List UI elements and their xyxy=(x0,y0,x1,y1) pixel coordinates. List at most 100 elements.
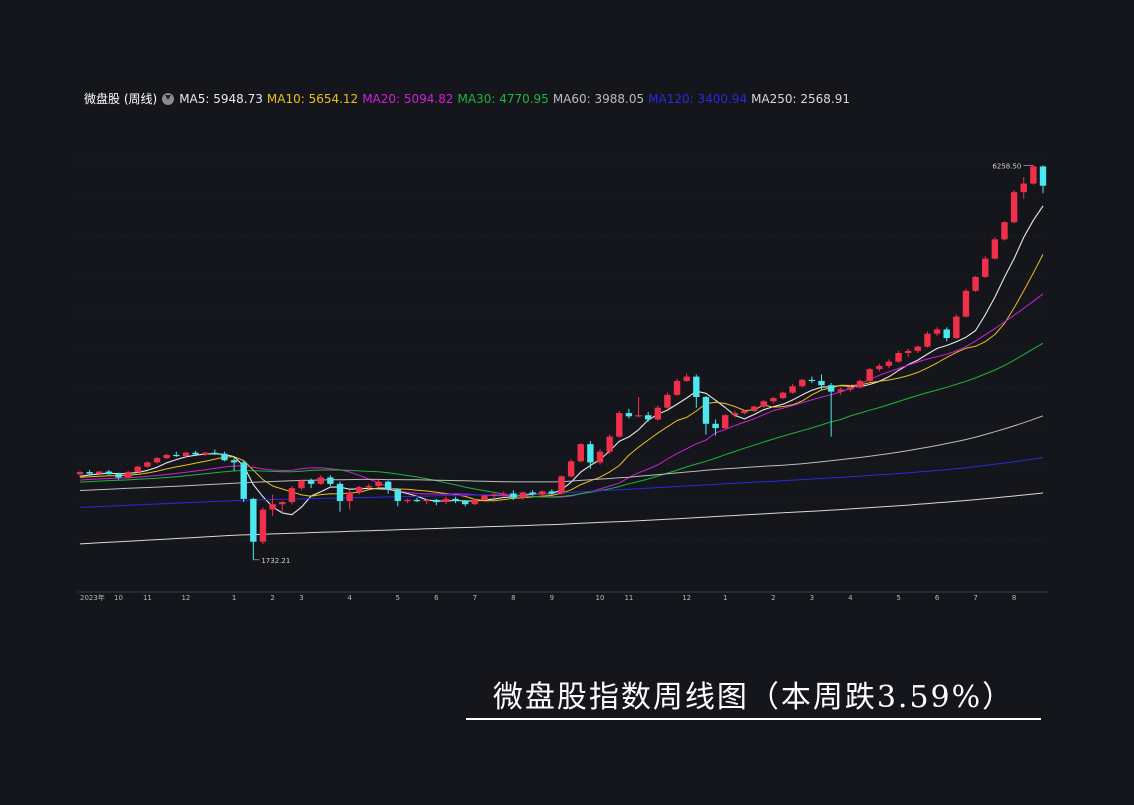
candle-body xyxy=(693,376,700,397)
candle-body xyxy=(741,410,748,414)
candle-up xyxy=(76,470,84,478)
candle-down xyxy=(115,472,122,480)
candle-up xyxy=(953,314,960,340)
candle-body xyxy=(1030,166,1037,184)
candle-body xyxy=(808,379,816,382)
candle-body xyxy=(134,466,141,473)
candle-down xyxy=(250,497,257,560)
candle-body xyxy=(827,385,835,392)
candle-body xyxy=(288,488,296,503)
candle-body xyxy=(211,452,219,454)
candle-up xyxy=(134,465,141,474)
candle-body xyxy=(279,502,286,505)
candle-down xyxy=(221,451,228,462)
x-tick-label: 9 xyxy=(550,594,554,602)
candle-up xyxy=(1010,190,1018,224)
candle-up xyxy=(201,451,209,456)
candle-up xyxy=(279,501,286,513)
candle-up xyxy=(365,483,373,490)
candle-body xyxy=(644,415,652,420)
candle-down xyxy=(105,469,113,475)
candle-down xyxy=(452,496,459,504)
chart-title: 微盘股 (周线) xyxy=(84,92,158,106)
candle-body xyxy=(529,492,536,495)
candle-up xyxy=(731,410,739,418)
candle-up xyxy=(96,470,103,476)
candle-body xyxy=(577,444,584,462)
candle-body xyxy=(856,380,864,388)
candle-body xyxy=(250,498,257,542)
candle-body xyxy=(712,423,719,429)
candle-body xyxy=(375,481,382,486)
chevron-down-circle-icon[interactable] xyxy=(162,92,175,105)
candle-body xyxy=(230,460,238,463)
candle-up xyxy=(933,327,941,336)
candle-body xyxy=(799,379,806,387)
candle-down xyxy=(240,460,247,503)
candle-body xyxy=(760,401,767,407)
candle-down xyxy=(712,419,719,436)
legend-item-ma120: MA120: 3400.94 xyxy=(648,91,748,106)
candle-up xyxy=(770,396,777,404)
candle-up xyxy=(866,368,873,382)
annotations: 6258.50 1732.21 xyxy=(253,162,1034,565)
candle-body xyxy=(336,483,344,501)
candle-body xyxy=(953,316,960,339)
candle-up xyxy=(722,414,729,430)
candle-body xyxy=(818,380,825,386)
candle-up xyxy=(914,345,922,354)
candle-up xyxy=(885,359,893,369)
candle-up xyxy=(144,461,151,468)
candle-down xyxy=(693,374,700,408)
candle-body xyxy=(876,365,883,370)
candle-down xyxy=(384,480,392,494)
candle-body xyxy=(866,369,873,381)
candle-body xyxy=(327,477,334,484)
candle-body xyxy=(904,350,912,354)
candle-body xyxy=(683,376,690,381)
candle-body xyxy=(452,498,459,501)
x-tick-label: 11 xyxy=(143,594,152,602)
candle-body xyxy=(298,480,305,489)
candle-down xyxy=(173,451,180,458)
candle-up xyxy=(991,237,999,260)
candle-up xyxy=(982,256,989,278)
candle-body xyxy=(539,491,546,495)
candle-up xyxy=(442,496,450,505)
candle-up xyxy=(1001,221,1008,241)
chart-legend: 微盘股 (周线) MA5: 5948.73 MA10: 5654.12 MA20: … xyxy=(84,90,854,107)
candle-body xyxy=(163,454,170,459)
candle-body xyxy=(664,394,671,408)
candle-down xyxy=(587,440,594,469)
x-tick-label: 4 xyxy=(347,594,352,602)
candle-body xyxy=(548,491,556,494)
candle-up xyxy=(895,350,902,363)
candle-down xyxy=(433,498,440,506)
candle-body xyxy=(616,413,623,437)
grid-lines xyxy=(78,159,1048,593)
candle-up xyxy=(972,275,979,292)
candle-up xyxy=(616,410,623,438)
candle-up xyxy=(317,475,324,485)
candle-up xyxy=(606,434,613,454)
candle-up xyxy=(789,384,796,394)
candle-body xyxy=(596,451,604,463)
candle-up xyxy=(876,363,883,372)
candle-body xyxy=(519,492,527,498)
candle-body xyxy=(365,485,373,488)
candle-up xyxy=(153,457,161,464)
candle-up xyxy=(539,490,546,498)
candle-up xyxy=(404,498,411,504)
candle-body xyxy=(96,471,103,474)
candle-body xyxy=(182,452,190,456)
candle-up xyxy=(847,385,854,392)
low-annotation: 1732.21 xyxy=(261,557,290,565)
candle-body xyxy=(346,492,353,501)
candle-body xyxy=(423,499,430,502)
candle-body xyxy=(413,499,421,502)
legend-items: MA5: 5948.73 MA10: 5654.12 MA20: 5094.82 MA… xyxy=(179,92,854,106)
candle-up xyxy=(924,331,931,348)
candle-up xyxy=(356,485,363,495)
candle-up xyxy=(500,491,507,497)
candle-up xyxy=(904,348,912,358)
